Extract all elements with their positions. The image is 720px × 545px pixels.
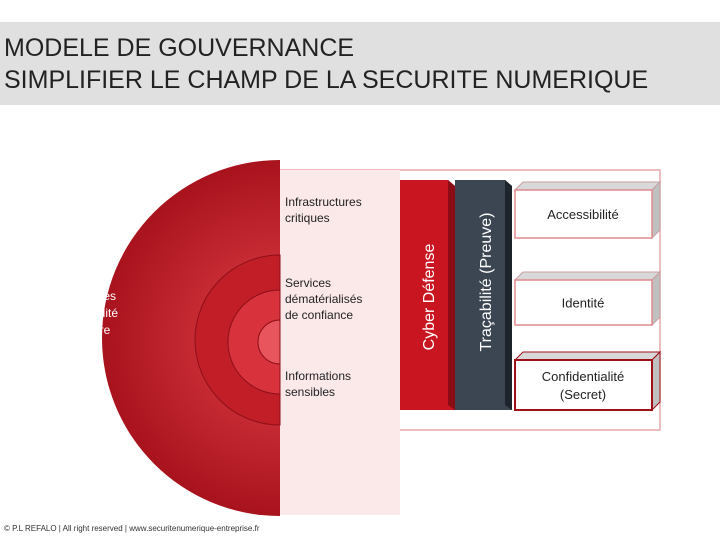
- column-side: [505, 180, 512, 410]
- box-label: (Secret): [560, 387, 606, 402]
- threat-label: Cyber-guerre: [40, 323, 111, 337]
- layer-label: sensibles: [285, 385, 335, 399]
- box: [514, 279, 653, 326]
- box-top: [513, 181, 662, 191]
- layer-label: de confiance: [285, 308, 353, 322]
- box-side: [651, 270, 661, 327]
- threat-label: Cybercriminalité: [32, 306, 118, 320]
- title-line: MODELE DE GOUVERNANCE: [4, 34, 354, 62]
- column-label: Traçabilité (Preuve): [478, 212, 495, 351]
- box-side: [651, 350, 661, 412]
- layer-label: Informations: [285, 369, 351, 383]
- ring: [257, 319, 281, 365]
- threat-half-circle: [102, 160, 280, 516]
- header-band: [0, 22, 720, 105]
- box: [514, 189, 653, 239]
- layer-label: dématérialisés: [285, 292, 362, 306]
- column-side: [448, 180, 455, 410]
- footer: © P.L REFALO | All right reserved | www.…: [4, 524, 260, 533]
- title-line: SIMPLIFIER LE CHAMP DE LA SECURITE NUMER…: [4, 66, 648, 94]
- layer-label: critiques: [285, 211, 330, 225]
- box-label: Identité: [562, 296, 605, 311]
- column-cyber-defense: [400, 180, 455, 410]
- box-label: Confidentialité: [542, 369, 624, 384]
- box-top: [513, 271, 662, 281]
- column-tracabilite: [455, 180, 512, 410]
- layer-label: Services: [285, 276, 331, 290]
- box-label: Accessibilité: [547, 207, 619, 222]
- threat-label: Cyber-attaques: [34, 289, 116, 303]
- box: [514, 359, 653, 411]
- column-label: Cyber Défense: [421, 244, 438, 351]
- box-side: [651, 180, 661, 240]
- layer-area: [280, 170, 400, 515]
- layer-label: Infrastructures: [285, 195, 362, 209]
- box-top: [513, 351, 662, 361]
- ring: [227, 289, 281, 395]
